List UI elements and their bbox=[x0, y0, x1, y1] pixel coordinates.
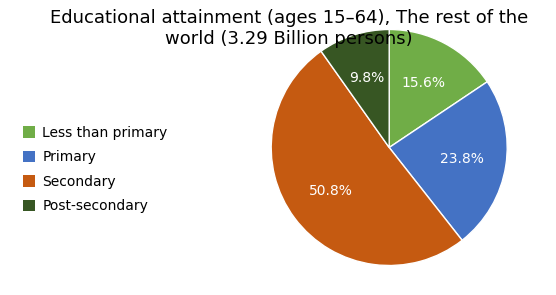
Text: 23.8%: 23.8% bbox=[440, 152, 483, 166]
Wedge shape bbox=[389, 30, 487, 148]
Text: 15.6%: 15.6% bbox=[401, 76, 446, 90]
Text: 50.8%: 50.8% bbox=[309, 184, 353, 198]
Legend: Less than primary, Primary, Secondary, Post-secondary: Less than primary, Primary, Secondary, P… bbox=[18, 122, 172, 217]
Wedge shape bbox=[389, 82, 507, 240]
Wedge shape bbox=[271, 51, 462, 266]
Text: 9.8%: 9.8% bbox=[349, 71, 385, 85]
Text: Educational attainment (ages 15–64), The rest of the
world (3.29 Billion persons: Educational attainment (ages 15–64), The… bbox=[50, 9, 528, 48]
Wedge shape bbox=[321, 30, 389, 148]
